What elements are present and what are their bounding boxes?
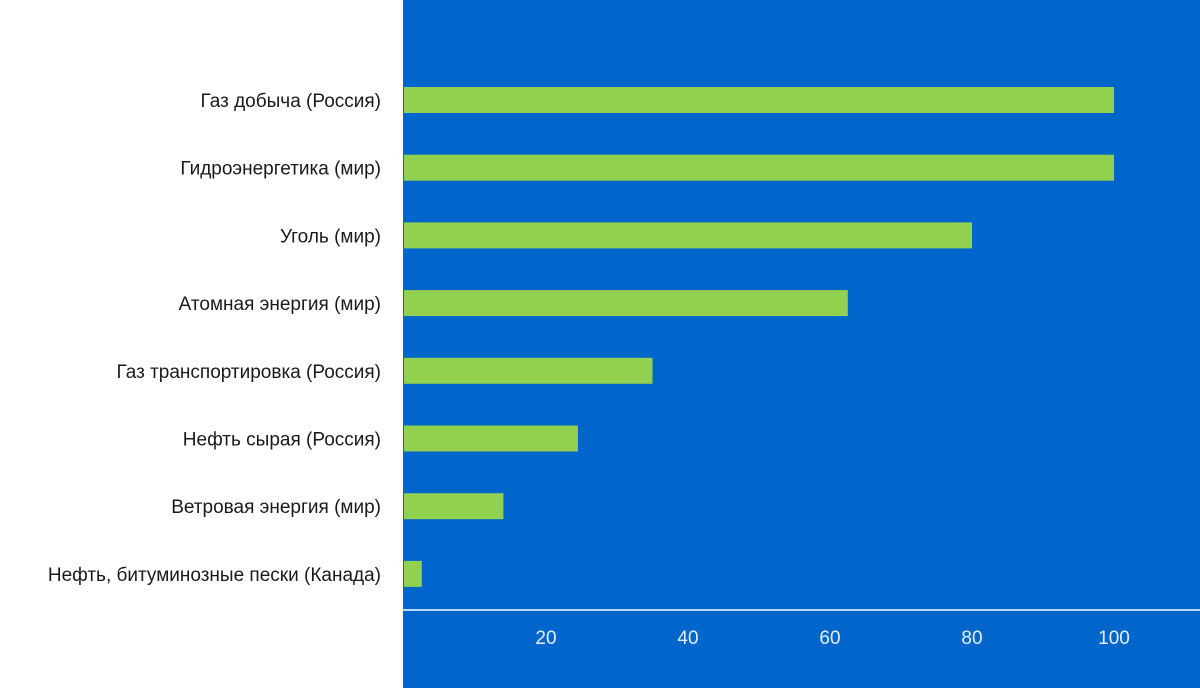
category-label: Атомная энергия (мир)	[179, 294, 381, 315]
category-label: Гидроэнергетика (мир)	[180, 159, 381, 180]
bar	[404, 290, 848, 317]
category-label: Газ транспортировка (Россия)	[117, 362, 381, 383]
x-tick-label: 40	[677, 628, 698, 649]
bar	[404, 222, 972, 249]
bar	[404, 425, 578, 452]
x-tick-label: 20	[535, 628, 556, 649]
category-label: Ветровая энергия (мир)	[171, 497, 381, 518]
x-tick-label: 80	[961, 628, 982, 649]
plot-area	[403, 0, 1200, 688]
bar	[404, 357, 653, 384]
x-tick-labels: 20 40 60 80 100	[535, 628, 1129, 649]
bars-group	[404, 87, 1114, 587]
x-tick-label: 100	[1098, 628, 1130, 649]
bar	[404, 493, 504, 520]
category-label: Уголь (мир)	[280, 226, 381, 247]
category-label: Нефть сырая (Россия)	[183, 430, 381, 451]
bar	[404, 87, 1114, 113]
bar	[404, 154, 1114, 181]
category-label: Газ добыча (Россия)	[201, 91, 381, 112]
bar	[404, 560, 422, 587]
category-label: Нефть, битуминозные пески (Канада)	[48, 565, 381, 586]
category-labels: Газ добыча (Россия) Гидроэнергетика (мир)…	[48, 91, 381, 586]
x-tick-label: 60	[819, 628, 840, 649]
